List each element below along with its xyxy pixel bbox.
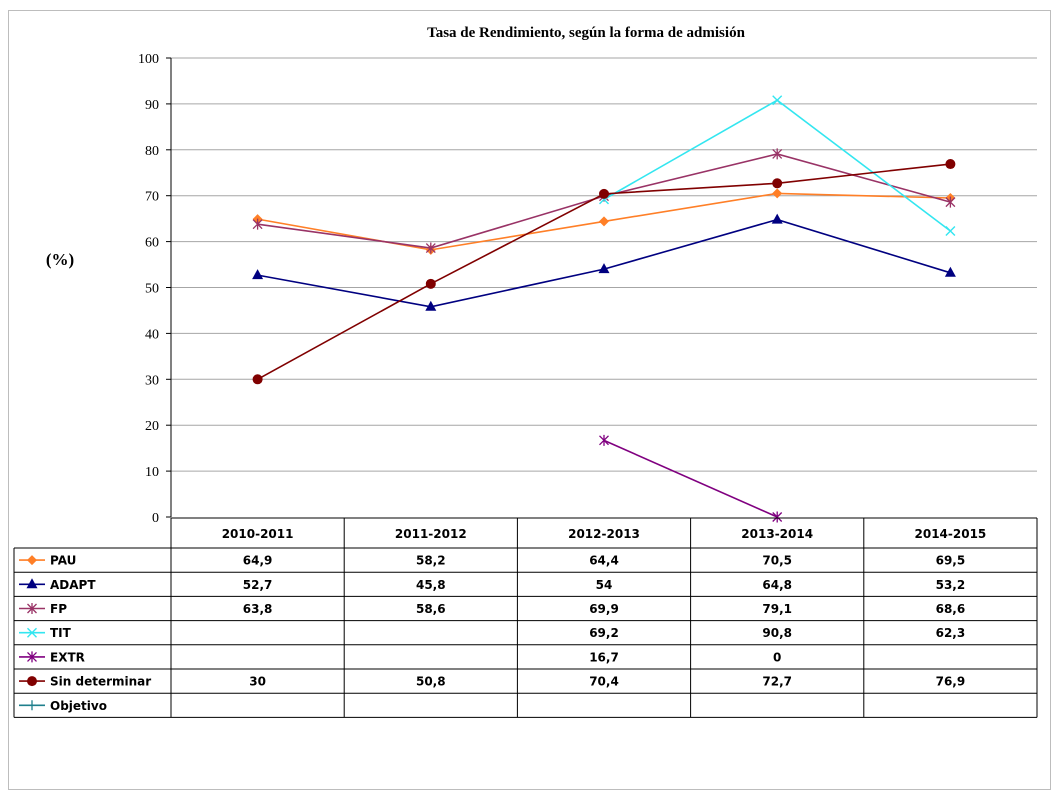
data-point-pau (772, 188, 783, 199)
data-label: 0 (773, 650, 781, 664)
data-label: 54 (596, 578, 613, 592)
data-label: 69,2 (589, 626, 619, 640)
y-axis-label: (%) (46, 250, 74, 269)
y-tick-label: 90 (145, 98, 159, 113)
y-tick-label: 0 (152, 511, 159, 526)
y-tick-label: 30 (145, 373, 159, 388)
data-label: 50,8 (416, 675, 446, 689)
data-point-fp (252, 218, 263, 230)
data-label: 64,8 (762, 578, 792, 592)
data-point-tit (772, 95, 783, 106)
data-label: 30 (249, 675, 266, 689)
data-point-extr (599, 434, 609, 446)
data-point-sin-determinar (945, 159, 956, 170)
legend-label: PAU (50, 554, 76, 568)
legend-label: TIT (50, 626, 72, 640)
x-category-label: 2013-2014 (741, 527, 813, 541)
data-label: 69,5 (936, 554, 966, 568)
axes: 0 10 20 30 40 50 60 70 80 90 100 (138, 52, 172, 526)
chart-frame (8, 10, 1051, 790)
data-label: 64,9 (243, 554, 273, 568)
series-sin-determinar (252, 159, 956, 385)
data-label: 45,8 (416, 578, 446, 592)
y-tick-label: 80 (145, 144, 159, 159)
data-label: 64,4 (589, 554, 619, 568)
data-label: 62,3 (936, 626, 966, 640)
y-tick-label: 100 (138, 52, 159, 67)
data-point-adapt (598, 263, 610, 274)
x-category-label: 2014-2015 (915, 527, 987, 541)
x-category-label: 2012-2013 (568, 527, 640, 541)
data-point-sin-determinar (772, 178, 783, 189)
series-lines (252, 95, 956, 523)
legend-label: FP (50, 602, 67, 616)
data-point-sin-determinar (252, 374, 263, 385)
data-label: 16,7 (589, 650, 619, 664)
data-label: 70,4 (589, 675, 619, 689)
data-point-pau (599, 216, 609, 227)
series-adapt (252, 213, 956, 311)
y-tick-label: 40 (145, 327, 159, 342)
data-point-adapt (252, 269, 264, 280)
data-point-extr (772, 511, 783, 523)
y-tick-label: 70 (145, 190, 159, 205)
data-point-adapt (771, 213, 783, 224)
data-point-fp (772, 148, 783, 160)
data-label: 58,6 (416, 602, 446, 616)
data-point-sin-determinar (425, 278, 436, 289)
series-line-extr (603, 439, 778, 518)
data-label: 76,9 (936, 675, 966, 689)
x-category-label: 2011-2012 (395, 527, 467, 541)
series-line-tit (603, 99, 951, 232)
legend-label: ADAPT (50, 578, 96, 592)
gridlines (171, 57, 1037, 472)
series-fp (252, 148, 956, 254)
legend-marker-adapt (26, 578, 38, 589)
data-point-fp (425, 242, 436, 254)
data-label: 53,2 (936, 578, 966, 592)
data-point-fp (945, 196, 956, 208)
data-label: 90,8 (762, 626, 792, 640)
data-label: 79,1 (762, 602, 792, 616)
legend-label: Objetivo (50, 699, 107, 713)
data-label: 68,6 (936, 602, 966, 616)
data-label: 69,9 (589, 602, 619, 616)
data-label: 58,2 (416, 554, 446, 568)
x-category-label: 2010-2011 (222, 527, 294, 541)
y-tick-label: 20 (145, 419, 159, 434)
y-tick-label: 50 (145, 282, 159, 297)
y-tick-label: 10 (145, 465, 159, 480)
data-point-sin-determinar (599, 188, 609, 199)
y-tick-label: 60 (145, 236, 159, 251)
data-label: 70,5 (762, 554, 792, 568)
data-label: 63,8 (243, 602, 273, 616)
data-label: 52,7 (243, 578, 273, 592)
series-extr (599, 434, 783, 523)
legend-label: EXTR (50, 650, 85, 664)
data-point-adapt (944, 266, 956, 277)
legend-label: Sin determinar (50, 675, 151, 689)
chart-title: Tasa de Rendimiento, según la forma de a… (427, 25, 745, 41)
data-point-adapt (425, 300, 437, 311)
data-label: 72,7 (762, 675, 792, 689)
series-tit (599, 95, 956, 237)
data-point-tit (945, 226, 956, 237)
data-table: 2010-2011 2011-2012 2012-2013 2013-2014 2014… (13, 517, 1038, 718)
